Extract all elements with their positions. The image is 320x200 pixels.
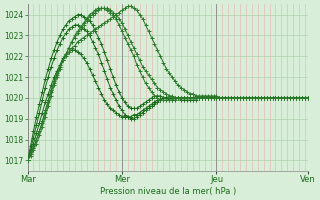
X-axis label: Pression niveau de la mer( hPa ): Pression niveau de la mer( hPa ) [100, 187, 236, 196]
